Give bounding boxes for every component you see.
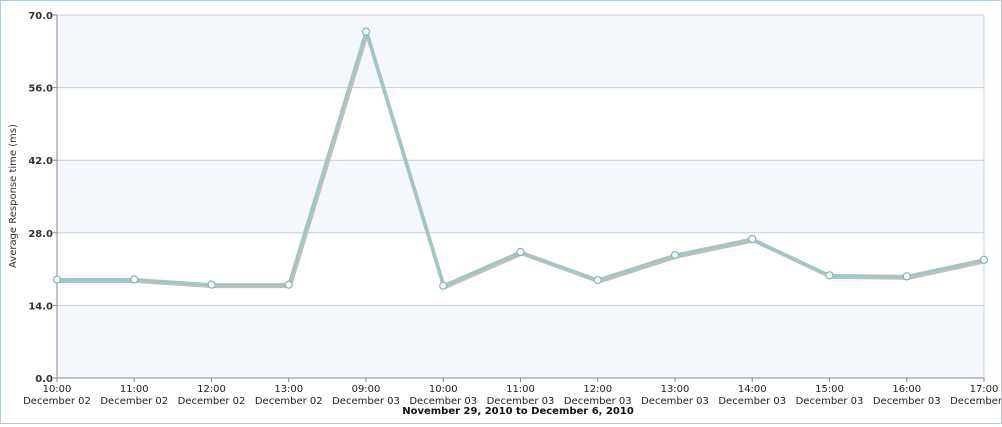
data-point bbox=[670, 250, 680, 260]
x-tick-time: 10:00 bbox=[429, 384, 458, 395]
x-tick-time: 11:00 bbox=[506, 384, 535, 395]
x-tick-date: December 03 bbox=[564, 396, 632, 407]
axes bbox=[53, 14, 985, 382]
y-tick-label: 0.0 bbox=[35, 374, 53, 385]
x-tick-time: 14:00 bbox=[738, 384, 767, 395]
y-tick-labels: 0.0 14.0 28.0 42.0 56.0 70.0 bbox=[28, 11, 53, 385]
x-tick-date: December 03 bbox=[487, 396, 555, 407]
band bbox=[57, 160, 984, 233]
x-tick-time: 10:00 bbox=[43, 384, 72, 395]
x-tick-date: December 02 bbox=[100, 396, 168, 407]
data-point bbox=[284, 280, 293, 289]
data-point bbox=[748, 234, 757, 244]
x-tick-date: December 03 bbox=[718, 396, 786, 407]
data-point bbox=[207, 280, 216, 289]
x-tick-time: 12:00 bbox=[197, 384, 226, 395]
band bbox=[57, 305, 984, 378]
x-tick-time: 12:00 bbox=[583, 384, 612, 395]
y-tick-label: 42.0 bbox=[28, 156, 53, 167]
x-tick-time: 15:00 bbox=[815, 384, 844, 395]
x-tick-date: December 03 bbox=[332, 396, 400, 407]
y-tick-label: 14.0 bbox=[28, 301, 53, 312]
data-point bbox=[516, 247, 525, 257]
data-point bbox=[361, 27, 371, 36]
gridlines bbox=[57, 14, 984, 306]
data-point bbox=[593, 275, 602, 285]
y-tick-label: 56.0 bbox=[28, 84, 53, 95]
x-tick-time: 13:00 bbox=[661, 384, 690, 395]
x-tick-date: December 03 bbox=[950, 396, 1001, 407]
x-tick-date: December 03 bbox=[873, 396, 941, 407]
x-tick-date: December 03 bbox=[796, 396, 864, 407]
background-bands bbox=[57, 15, 984, 378]
y-axis-title: Average Response time (ms) bbox=[8, 124, 19, 268]
x-tick-time: 11:00 bbox=[120, 384, 149, 395]
x-tick-date: December 03 bbox=[641, 396, 709, 407]
x-tick-time: 17:00 bbox=[970, 384, 999, 395]
x-tick-date: December 03 bbox=[409, 396, 477, 407]
x-tick-date: December 02 bbox=[255, 396, 323, 407]
x-tick-time: 16:00 bbox=[892, 384, 921, 395]
x-axis-title: November 29, 2010 to December 6, 2010 bbox=[402, 406, 634, 417]
data-point bbox=[439, 281, 448, 290]
data-point bbox=[130, 275, 139, 284]
data-point bbox=[825, 271, 834, 280]
x-tick-date: December 02 bbox=[178, 396, 246, 407]
data-point bbox=[52, 275, 62, 284]
y-tick-label: 28.0 bbox=[28, 229, 53, 240]
data-point bbox=[979, 255, 989, 264]
band bbox=[57, 15, 984, 88]
y-tick-label: 70.0 bbox=[28, 11, 53, 22]
x-tick-date: December 02 bbox=[23, 396, 91, 407]
x-tick-time: 09:00 bbox=[352, 384, 381, 395]
data-point bbox=[902, 272, 911, 281]
x-tick-time: 13:00 bbox=[274, 384, 303, 395]
series-layer bbox=[52, 27, 989, 290]
